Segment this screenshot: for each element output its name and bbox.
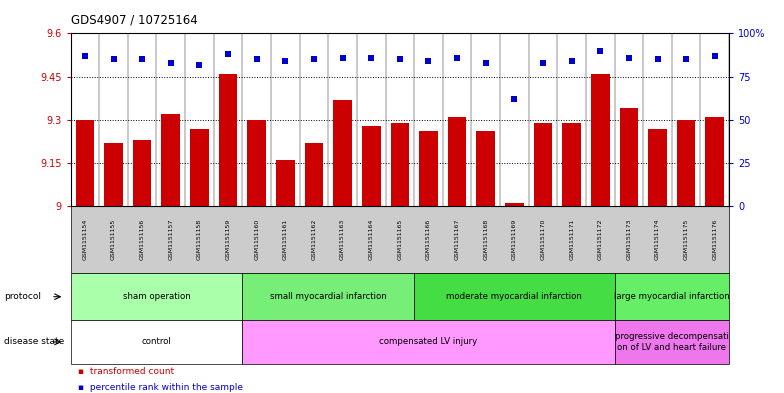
Point: [279, 58, 292, 64]
Bar: [619, 108, 638, 206]
Point: [594, 48, 607, 54]
Bar: [648, 129, 667, 206]
Point: [537, 60, 550, 66]
Text: GSM1151161: GSM1151161: [283, 219, 288, 260]
Bar: [534, 123, 552, 206]
Text: GSM1151167: GSM1151167: [455, 219, 459, 261]
Text: control: control: [142, 338, 172, 346]
Text: GSM1151168: GSM1151168: [483, 219, 488, 260]
Point: [336, 55, 349, 61]
Text: progressive decompensati
on of LV and heart failure: progressive decompensati on of LV and he…: [615, 332, 729, 352]
Point: [652, 56, 664, 62]
Bar: [706, 117, 724, 206]
Text: compensated LV injury: compensated LV injury: [379, 338, 477, 346]
Bar: [477, 131, 495, 206]
Text: GSM1151164: GSM1151164: [368, 219, 374, 261]
Text: sham operation: sham operation: [122, 292, 191, 301]
Text: GSM1151159: GSM1151159: [226, 219, 230, 261]
Bar: [448, 117, 466, 206]
Text: moderate myocardial infarction: moderate myocardial infarction: [446, 292, 583, 301]
Text: GSM1151173: GSM1151173: [626, 219, 631, 261]
Point: [78, 53, 91, 59]
Bar: [132, 140, 151, 206]
Point: [480, 60, 492, 66]
Point: [423, 58, 435, 64]
Text: GSM1151176: GSM1151176: [713, 219, 717, 261]
Text: GSM1151163: GSM1151163: [340, 219, 345, 261]
Text: GSM1151171: GSM1151171: [569, 219, 574, 261]
Bar: [419, 131, 437, 206]
Bar: [219, 74, 238, 206]
Text: small myocardial infarction: small myocardial infarction: [270, 292, 387, 301]
Text: GSM1151174: GSM1151174: [655, 219, 660, 261]
Point: [680, 56, 692, 62]
Bar: [505, 204, 524, 206]
Point: [622, 55, 635, 61]
Bar: [75, 120, 94, 206]
Text: ▪  percentile rank within the sample: ▪ percentile rank within the sample: [78, 383, 243, 392]
Point: [165, 60, 177, 66]
Text: GSM1151170: GSM1151170: [540, 219, 546, 261]
Text: GSM1151156: GSM1151156: [140, 219, 144, 260]
Bar: [562, 123, 581, 206]
Point: [250, 56, 263, 62]
Point: [709, 53, 721, 59]
Point: [222, 51, 234, 57]
Point: [394, 56, 406, 62]
Bar: [333, 100, 352, 206]
Point: [136, 56, 148, 62]
Point: [193, 61, 205, 68]
Text: GSM1151154: GSM1151154: [82, 219, 87, 261]
Text: ▪  transformed count: ▪ transformed count: [78, 367, 175, 376]
Bar: [305, 143, 323, 206]
Point: [307, 56, 320, 62]
Point: [107, 56, 120, 62]
Bar: [190, 129, 209, 206]
Point: [451, 55, 463, 61]
Point: [365, 55, 377, 61]
Bar: [162, 114, 180, 206]
Text: protocol: protocol: [4, 292, 41, 301]
Bar: [362, 126, 380, 206]
Text: GSM1151157: GSM1151157: [169, 219, 173, 261]
Bar: [276, 160, 295, 206]
Text: GSM1151155: GSM1151155: [111, 219, 116, 260]
Text: GSM1151162: GSM1151162: [311, 219, 317, 261]
Bar: [390, 123, 409, 206]
Bar: [248, 120, 266, 206]
Point: [565, 58, 578, 64]
Bar: [591, 74, 610, 206]
Text: GSM1151158: GSM1151158: [197, 219, 202, 260]
Bar: [677, 120, 695, 206]
Text: GSM1151169: GSM1151169: [512, 219, 517, 261]
Text: GSM1151172: GSM1151172: [597, 219, 603, 261]
Point: [508, 96, 521, 102]
Text: large myocardial infarction: large myocardial infarction: [614, 292, 730, 301]
Text: GSM1151175: GSM1151175: [684, 219, 688, 261]
Text: GDS4907 / 10725164: GDS4907 / 10725164: [71, 14, 198, 27]
Text: disease state: disease state: [4, 338, 64, 346]
Text: GSM1151166: GSM1151166: [426, 219, 431, 260]
Bar: [104, 143, 123, 206]
Text: GSM1151160: GSM1151160: [254, 219, 260, 260]
Text: GSM1151165: GSM1151165: [397, 219, 402, 260]
